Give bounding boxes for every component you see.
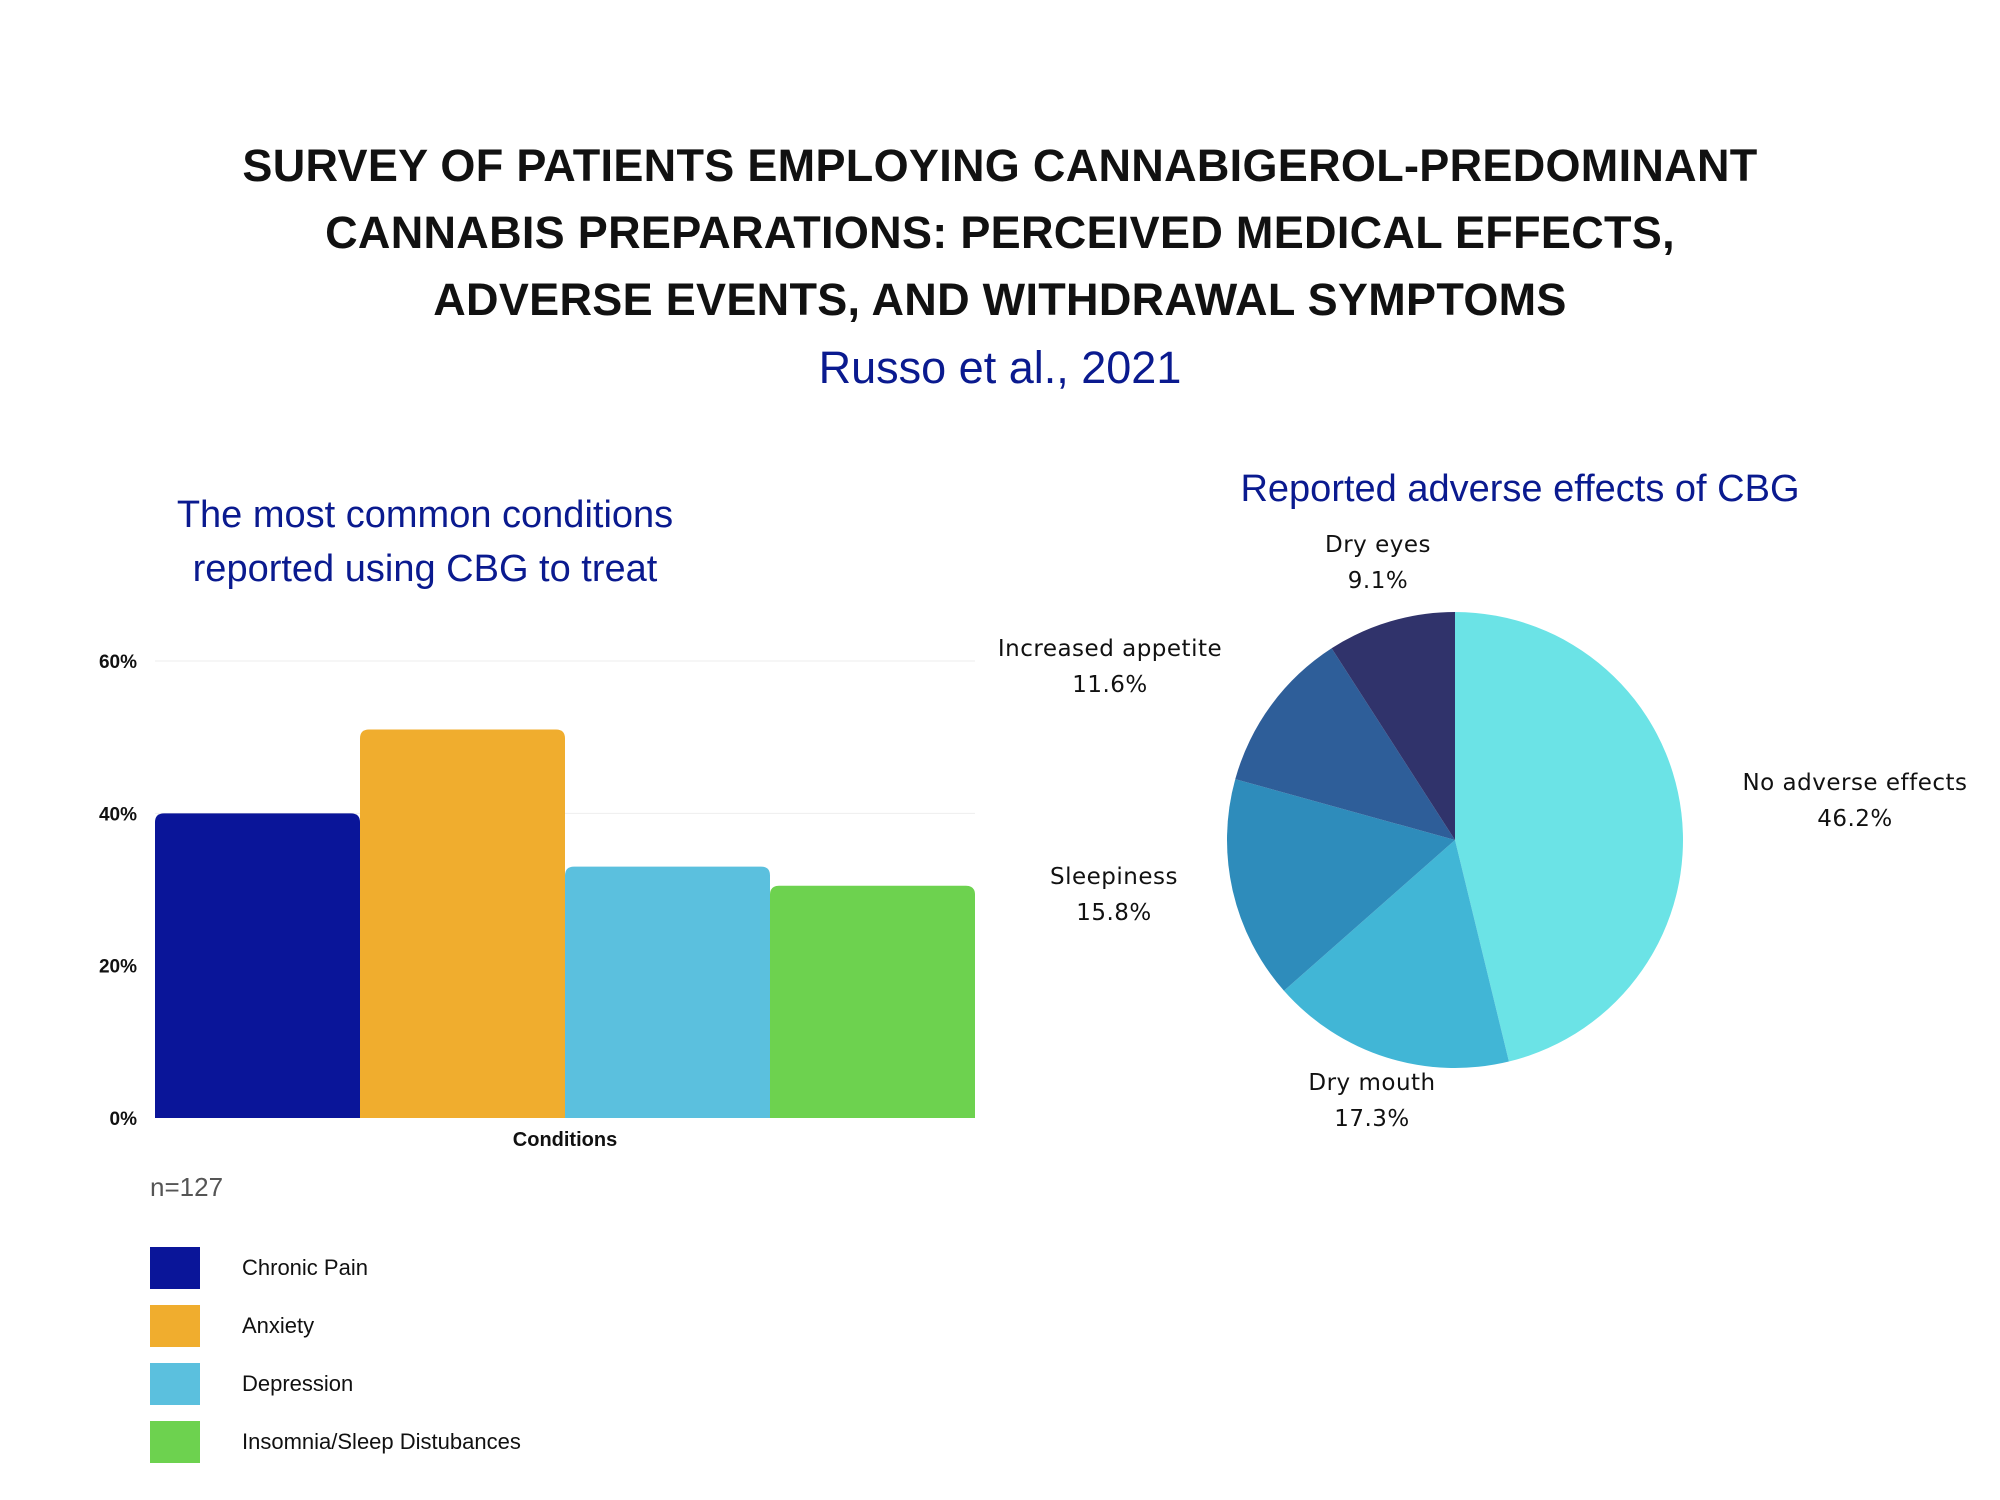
pie-label: Dry eyes bbox=[1325, 532, 1431, 558]
legend-label: Insomnia/Sleep Distubances bbox=[242, 1429, 521, 1454]
pie-slice-1 bbox=[1283, 840, 1509, 1068]
bar-2 bbox=[565, 866, 770, 1118]
pie-chart-title: Reported adverse effects of CBG bbox=[1240, 468, 1800, 510]
bar-3 bbox=[770, 885, 975, 1118]
legend-label: Chronic Pain bbox=[242, 1255, 368, 1280]
pie-value-label: 11.6% bbox=[1072, 672, 1148, 698]
bar-chart-title-line: The most common conditions bbox=[176, 494, 674, 536]
y-tick-label: 60% bbox=[99, 652, 137, 673]
pie-value-label: 15.8% bbox=[1076, 900, 1152, 926]
bar-1 bbox=[360, 729, 565, 1118]
x-axis-label: Conditions bbox=[513, 1129, 617, 1151]
legend-swatch bbox=[150, 1247, 200, 1289]
bar-0 bbox=[155, 813, 360, 1118]
pie-label: Increased appetite bbox=[998, 636, 1222, 662]
pie-label: No adverse effects bbox=[1742, 770, 1967, 796]
pie-slice-0 bbox=[1455, 612, 1683, 1062]
citation: Russo et al., 2021 bbox=[818, 342, 1182, 393]
main-title: SURVEY OF PATIENTS EMPLOYING CANNABIGERO… bbox=[100, 132, 1900, 333]
pie-label: Dry mouth bbox=[1308, 1070, 1435, 1096]
pie-chart: No adverse effects 46.2% Dry mouth 17.3% Sle… bbox=[998, 532, 1967, 1132]
pie-value-label: 17.3% bbox=[1334, 1106, 1410, 1132]
legend-swatch bbox=[150, 1305, 200, 1347]
bar-chart: 0% 20% 40% 60% Conditions bbox=[99, 652, 975, 1151]
pie-slice-2 bbox=[1227, 779, 1455, 991]
bar-chart-title: The most common conditions reported usin… bbox=[100, 488, 750, 596]
pie-value-label: 9.1% bbox=[1348, 568, 1408, 594]
y-tick-label: 40% bbox=[99, 804, 137, 825]
title-line: CANNABIS PREPARATIONS: PERCEIVED MEDICAL… bbox=[325, 207, 1675, 258]
title-line: ADVERSE EVENTS, AND WITHDRAWAL SYMPTOMS bbox=[433, 274, 1567, 325]
pie-slice-3 bbox=[1235, 648, 1455, 840]
legend-swatch bbox=[150, 1363, 200, 1405]
pie-slice-4 bbox=[1331, 612, 1455, 840]
legend-swatch bbox=[150, 1421, 200, 1463]
pie-label: Sleepiness bbox=[1050, 864, 1178, 890]
y-tick-label: 0% bbox=[110, 1109, 138, 1130]
title-line: SURVEY OF PATIENTS EMPLOYING CANNABIGERO… bbox=[242, 140, 1758, 191]
legend-label: Depression bbox=[242, 1371, 354, 1396]
legend-label: Anxiety bbox=[242, 1313, 315, 1338]
bar-chart-title-line: reported using CBG to treat bbox=[192, 548, 658, 590]
pie-value-label: 46.2% bbox=[1817, 806, 1893, 832]
y-tick-label: 20% bbox=[99, 957, 137, 978]
sample-size-note: n=127 bbox=[150, 1172, 224, 1202]
